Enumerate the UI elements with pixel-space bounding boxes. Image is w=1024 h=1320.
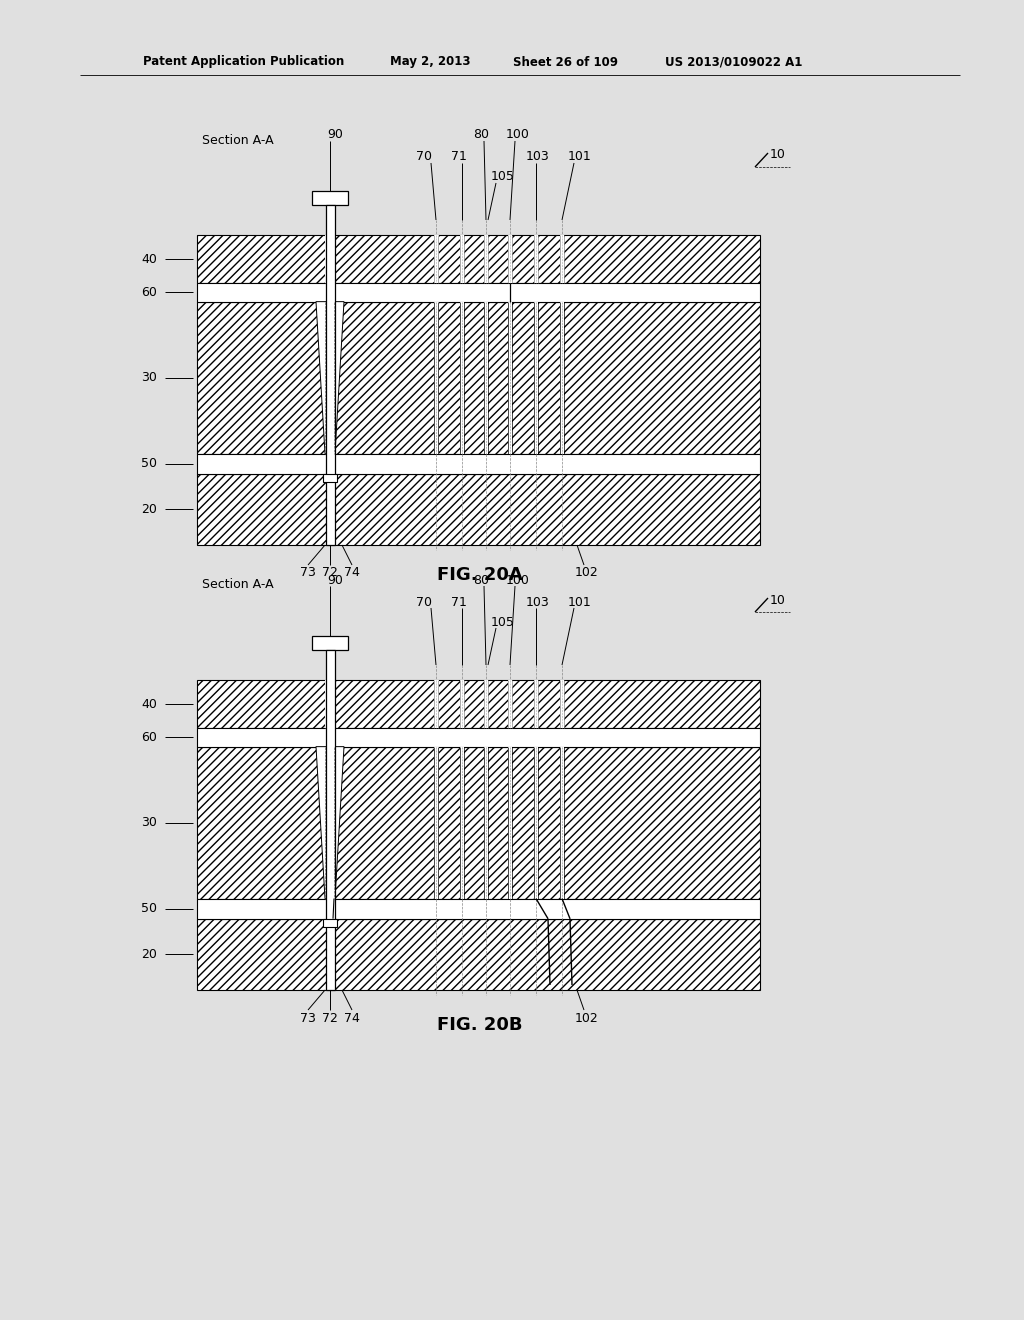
Text: FIG. 20A: FIG. 20A xyxy=(437,566,523,583)
Bar xyxy=(197,235,760,282)
Text: Sheet 26 of 109: Sheet 26 of 109 xyxy=(513,55,618,69)
Text: 74: 74 xyxy=(344,1011,360,1024)
Text: 70: 70 xyxy=(416,150,432,164)
Text: Section A-A: Section A-A xyxy=(202,578,273,591)
Text: 80: 80 xyxy=(473,128,489,141)
Bar xyxy=(434,235,439,282)
Bar xyxy=(508,302,512,454)
Bar xyxy=(312,191,348,205)
Text: 73: 73 xyxy=(300,1011,316,1024)
Text: 30: 30 xyxy=(141,371,157,384)
Bar xyxy=(434,302,439,454)
Text: 105: 105 xyxy=(492,170,515,183)
Bar xyxy=(434,747,439,899)
Bar xyxy=(508,235,512,282)
Text: Patent Application Publication: Patent Application Publication xyxy=(143,55,344,69)
Bar xyxy=(460,680,464,729)
Bar xyxy=(197,747,760,899)
Text: 72: 72 xyxy=(323,566,338,579)
Text: 10: 10 xyxy=(770,594,785,606)
Bar xyxy=(484,235,488,282)
Bar xyxy=(508,680,512,729)
Text: 30: 30 xyxy=(141,816,157,829)
Text: FIG. 20B: FIG. 20B xyxy=(437,1016,522,1034)
Text: 71: 71 xyxy=(451,150,467,164)
Bar xyxy=(508,747,512,899)
Text: 103: 103 xyxy=(526,595,550,609)
Text: 70: 70 xyxy=(416,595,432,609)
Bar xyxy=(325,680,336,729)
Bar xyxy=(197,919,760,990)
Bar xyxy=(560,680,564,729)
Bar xyxy=(197,729,760,747)
Bar xyxy=(484,680,488,729)
Text: 100: 100 xyxy=(506,573,530,586)
Text: 105: 105 xyxy=(492,615,515,628)
Bar xyxy=(197,899,760,919)
Text: 74: 74 xyxy=(344,566,360,579)
Polygon shape xyxy=(316,302,344,454)
Text: 60: 60 xyxy=(141,731,157,744)
Bar xyxy=(323,474,337,482)
Bar xyxy=(197,302,760,454)
Text: 60: 60 xyxy=(141,286,157,298)
Bar xyxy=(434,680,439,729)
Bar xyxy=(560,302,564,454)
Text: 90: 90 xyxy=(327,128,343,141)
Bar xyxy=(534,302,538,454)
Bar xyxy=(197,454,760,474)
Bar xyxy=(560,235,564,282)
Bar xyxy=(560,747,564,899)
Text: 90: 90 xyxy=(327,573,343,586)
Text: May 2, 2013: May 2, 2013 xyxy=(390,55,470,69)
Text: 102: 102 xyxy=(575,1011,599,1024)
Bar xyxy=(326,649,335,990)
Bar xyxy=(323,919,337,927)
Bar xyxy=(534,747,538,899)
Text: US 2013/0109022 A1: US 2013/0109022 A1 xyxy=(665,55,803,69)
Bar xyxy=(534,235,538,282)
Text: 73: 73 xyxy=(300,566,316,579)
Text: 101: 101 xyxy=(568,150,592,164)
Bar xyxy=(312,636,348,649)
Bar xyxy=(484,747,488,899)
Text: 103: 103 xyxy=(526,150,550,164)
Text: 102: 102 xyxy=(575,566,599,579)
Text: 20: 20 xyxy=(141,503,157,516)
Bar xyxy=(484,302,488,454)
Text: 50: 50 xyxy=(141,902,157,915)
Text: 10: 10 xyxy=(770,149,785,161)
Bar xyxy=(326,205,335,545)
Bar xyxy=(460,302,464,454)
Text: 101: 101 xyxy=(568,595,592,609)
Text: 71: 71 xyxy=(451,595,467,609)
Text: Section A-A: Section A-A xyxy=(202,133,273,147)
Text: 50: 50 xyxy=(141,457,157,470)
Bar xyxy=(460,235,464,282)
Bar xyxy=(197,680,760,729)
Text: 100: 100 xyxy=(506,128,530,141)
Text: 40: 40 xyxy=(141,697,157,710)
Text: 72: 72 xyxy=(323,1011,338,1024)
Bar xyxy=(460,747,464,899)
Bar xyxy=(197,474,760,545)
Text: 40: 40 xyxy=(141,252,157,265)
Polygon shape xyxy=(316,747,344,899)
Bar xyxy=(534,680,538,729)
Bar xyxy=(197,282,760,302)
Bar xyxy=(325,235,336,282)
Text: 20: 20 xyxy=(141,948,157,961)
Text: 80: 80 xyxy=(473,573,489,586)
